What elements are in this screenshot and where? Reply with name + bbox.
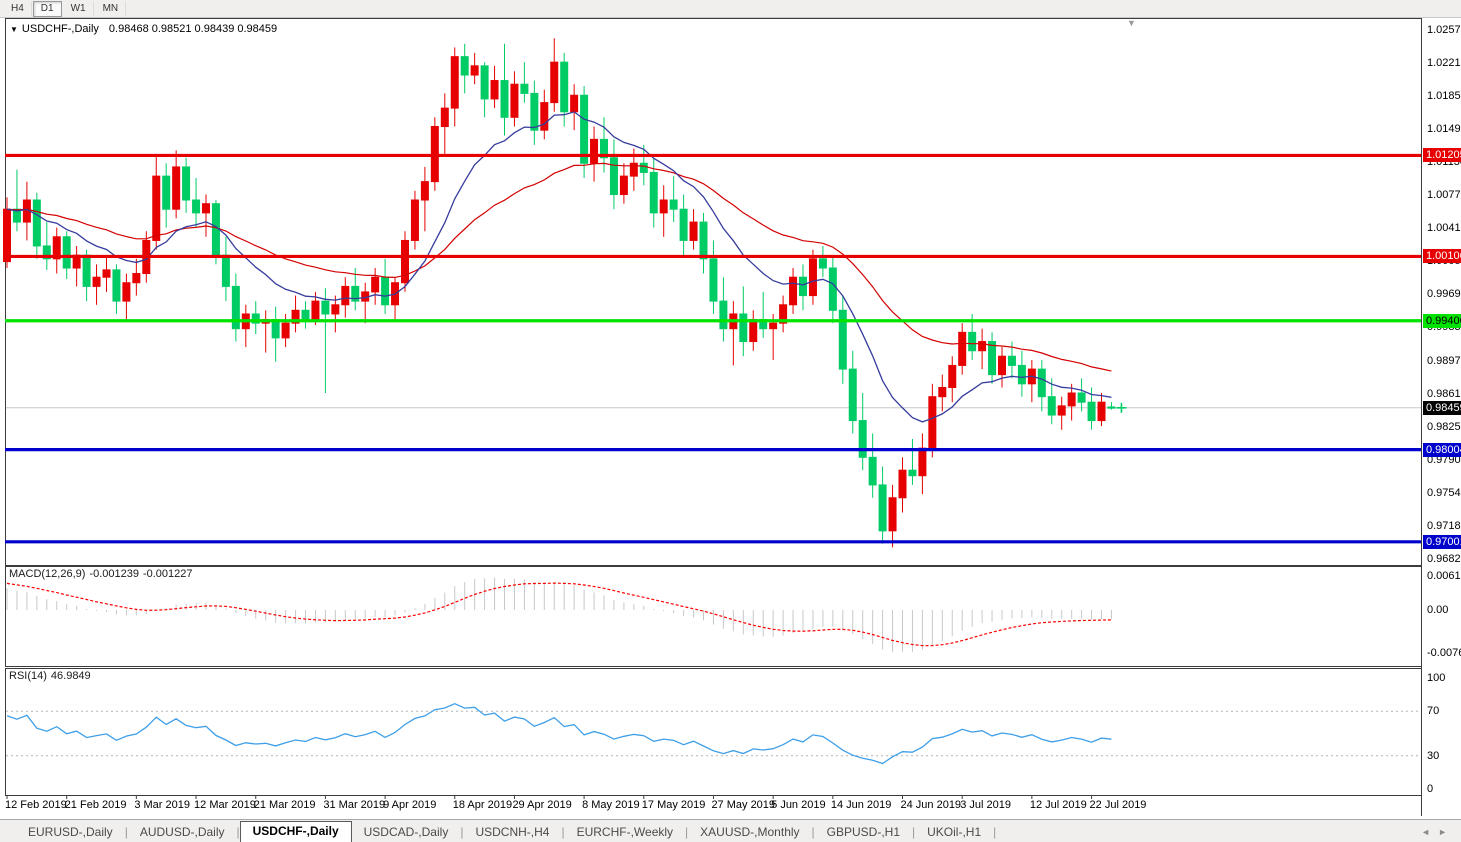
date-axis-label: 29 Apr 2019 (512, 799, 572, 811)
tab-xauusd-monthly[interactable]: XAUUSD-,Monthly (700, 825, 800, 839)
date-axis-label: 5 Jun 2019 (771, 799, 826, 811)
rsi-indicator-label: RSI(14) 46.9849 (9, 670, 95, 682)
level-price-label: 0.97001 (1423, 534, 1461, 549)
tab-separator: | (811, 825, 815, 839)
tab-gbpusd-h1[interactable]: GBPUSD-,H1 (826, 825, 901, 839)
timeframe-button-d1[interactable]: D1 (32, 0, 62, 17)
date-axis-label: 12 Feb 2019 (5, 799, 67, 811)
ohlc-values: 0.98468 0.98521 0.98439 0.98459 (108, 23, 278, 35)
level-price-label: 0.98004 (1423, 442, 1461, 457)
current-price-label: 0.98459 (1423, 400, 1461, 415)
tabbar-scroll-right-icon[interactable]: ► (1438, 827, 1455, 837)
tab-usdchf-daily[interactable]: USDCHF-,Daily (239, 821, 352, 842)
date-axis-label: 8 May 2019 (582, 799, 640, 811)
date-axis-label: 22 Jul 2019 (1089, 799, 1147, 811)
macd-axis-tick: -0.007612 (1427, 647, 1461, 659)
tab-eurusd-daily[interactable]: EURUSD-,Daily (28, 825, 113, 839)
price-axis[interactable]: 1.025701.022101.018501.014901.011301.007… (1422, 0, 1461, 820)
symbol-period-label: USDCHF-,Daily (21, 23, 99, 35)
tab-separator: | (561, 825, 565, 839)
date-axis-label: 12 Jul 2019 (1029, 799, 1087, 811)
tab-audusd-daily[interactable]: AUDUSD-,Daily (139, 825, 225, 839)
tab-separator: | (993, 825, 997, 839)
macd-axis-tick: 0.00613 (1427, 570, 1461, 582)
pane-frames (5, 18, 1425, 816)
tab-separator: | (460, 825, 464, 839)
date-axis-label: 18 Apr 2019 (452, 799, 513, 811)
tab-separator: | (685, 825, 689, 839)
date-axis-label: 31 Mar 2019 (323, 799, 386, 811)
macd-value: -0.001239 (89, 568, 139, 580)
macd-name: MACD(12,26,9) (9, 568, 86, 580)
date-axis-label: 12 Mar 2019 (194, 799, 256, 811)
tab-ukoil-h1[interactable]: UKOil-,H1 (927, 825, 982, 839)
rsi-name: RSI(14) (9, 670, 47, 682)
timeframe-button-w1[interactable]: W1 (63, 0, 94, 17)
timeframe-toolbar: H4 D1 W1 MN (0, 0, 1461, 18)
rsi-value: 46.9849 (50, 670, 91, 682)
rsi-axis-tick: 30 (1427, 750, 1440, 762)
ma-fast-line (6, 111, 1112, 423)
macd-indicator-label: MACD(12,26,9) -0.001239 -0.001227 (9, 568, 197, 580)
price-axis-tick: 1.01850 (1427, 90, 1461, 103)
rsi-line (6, 702, 1112, 765)
tab-usdcad-daily[interactable]: USDCAD-,Daily (363, 825, 449, 839)
macd-signal-value: -0.001227 (142, 568, 193, 580)
rsi-axis-tick: 100 (1427, 672, 1446, 684)
chart-title: ▼ USDCHF-,Daily 0.98468 0.98521 0.98439 0.… (10, 23, 277, 35)
time-axis[interactable]: 12 Feb 2019 21 Feb 2019 3 Mar 2019 12 Mar 2… (0, 797, 1421, 815)
date-axis-label: 27 May 2019 (711, 799, 776, 811)
price-axis-tick: 1.01490 (1427, 123, 1461, 136)
date-axis-label: 14 Jun 2019 (830, 799, 892, 811)
tab-usdcnh-h4[interactable]: USDCNH-,H4 (475, 825, 550, 839)
price-axis-tick: 1.00770 (1427, 189, 1461, 202)
date-axis-label: 24 Jun 2019 (900, 799, 962, 811)
price-axis-tick: 1.02570 (1427, 24, 1461, 36)
timeframe-button-h4[interactable]: H4 (3, 0, 32, 17)
tab-separator: | (912, 825, 916, 839)
date-axis-label: 3 Jul 2019 (960, 799, 1011, 811)
tab-eurchf-weekly[interactable]: EURCHF-,Weekly (576, 825, 674, 839)
chart-canvas[interactable] (0, 0, 1461, 820)
tabbar-scroll-left-icon[interactable]: ◄ (1421, 827, 1439, 837)
tab-separator: | (124, 825, 128, 839)
horizontal-levels (5, 153, 1421, 544)
chart-shift-marker-icon[interactable]: ▼ (1127, 18, 1136, 28)
rsi-axis-tick: 0 (1427, 783, 1434, 795)
date-axis-label: 21 Mar 2019 (253, 799, 316, 811)
chart-tabbar: EURUSD-,Daily | AUDUSD-,Daily | USDCHF-,Da… (0, 819, 1461, 842)
price-axis-tick: 1.02210 (1427, 57, 1461, 70)
date-axis-label: 9 Apr 2019 (383, 799, 437, 811)
date-axis-label: 3 Mar 2019 (134, 799, 190, 811)
level-price-label: 1.00106 (1423, 249, 1461, 264)
level-price-label: 1.01205 (1423, 148, 1461, 163)
tab-separator: | (236, 825, 240, 839)
date-axis-label: 21 Feb 2019 (64, 799, 127, 811)
timeframe-button-mn[interactable]: MN (95, 0, 127, 17)
level-price-label: 0.99406 (1423, 313, 1461, 328)
macd-axis-tick: 0.00 (1427, 604, 1449, 616)
ma-slow-line (6, 162, 1112, 372)
chart-menu-icon[interactable]: ▼ (10, 25, 18, 34)
date-axis-label: 17 May 2019 (641, 799, 706, 811)
rsi-axis-tick: 70 (1427, 705, 1440, 717)
macd-signal-line (6, 582, 1112, 647)
